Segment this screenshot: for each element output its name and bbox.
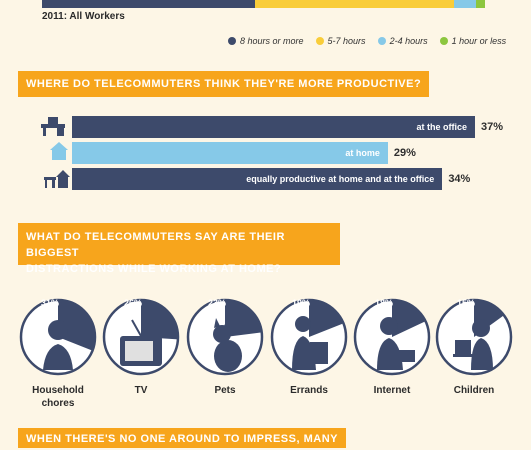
- legend: 8 hours or more 5-7 hours 2-4 hours 1 ho…: [228, 36, 506, 46]
- legend-label: 1 hour or less: [451, 36, 507, 46]
- distraction-label-3: Errands: [290, 385, 328, 396]
- legend-item-1-hour: 1 hour or less: [439, 36, 507, 46]
- household-chores-icon: [43, 320, 75, 370]
- distraction-item-3: Errands: [270, 298, 348, 397]
- desk-and-house-icon: [44, 169, 70, 194]
- distraction-item-2: Pets: [186, 298, 264, 397]
- pie-chart: [270, 298, 348, 376]
- pets-icon: [213, 318, 242, 372]
- distractions-title-line2: DISTRACTIONS WHILE WORKING AT HOME?: [26, 263, 282, 275]
- distraction-label-1: TV: [134, 385, 148, 396]
- distraction-label-4: Internet: [373, 385, 411, 396]
- distraction-value-label-1: 26%: [124, 298, 143, 308]
- house-icon: [49, 141, 69, 166]
- distraction-value-label-2: 23%: [208, 298, 227, 308]
- pie-chart: [435, 298, 513, 376]
- distraction-value-label-0: 31%: [41, 298, 60, 308]
- errands-icon: [292, 316, 328, 370]
- distraction-value-label-5: 15%: [457, 298, 476, 308]
- pie-chart: [353, 298, 431, 376]
- desk-icon: [40, 117, 66, 142]
- top-stacked-bar: [42, 0, 485, 8]
- internet-icon: [377, 317, 415, 370]
- section-productive-banner: WHERE DO TELECOMMUTERS THINK THEY'RE MOR…: [18, 71, 430, 97]
- distraction-value-label-3: 19%: [292, 298, 311, 308]
- productivity-bar-1: at home: [72, 142, 388, 164]
- top-chart-caption: 2011: All Workers: [42, 11, 125, 22]
- section-impress-banner: WHEN THERE'S NO ONE AROUND TO IMPRESS, M…: [18, 428, 346, 448]
- pie-chart: [102, 298, 180, 376]
- pie-slice-3: [309, 300, 344, 337]
- legend-dot: [315, 37, 324, 45]
- pie-slice-2: [225, 300, 262, 337]
- pie-slice-0: [58, 300, 95, 351]
- section-distractions-banner: WHAT DO TELECOMMUTERS SAY ARE THEIR BIGG…: [18, 223, 340, 275]
- distraction-item-1: TV: [102, 298, 180, 397]
- pie-slice-4: [392, 300, 426, 337]
- distraction-value-label-4: 18%: [375, 298, 394, 308]
- productivity-value-label-2: 34%: [448, 173, 471, 185]
- legend-label: 8 hours or more: [240, 36, 304, 46]
- top-bar-segment-2: [453, 0, 477, 8]
- productivity-bar-2: equally productive at home and at the of…: [72, 168, 443, 190]
- legend-item-2-4-hours: 2-4 hours: [377, 36, 428, 46]
- productivity-value-label-0: 37%: [481, 121, 504, 133]
- distraction-label-2: Pets: [214, 385, 236, 396]
- pie-chart: [19, 298, 97, 376]
- legend-item-8-hours: 8 hours or more: [228, 36, 304, 46]
- legend-dot: [228, 37, 236, 45]
- distraction-label-5: Children: [453, 385, 495, 396]
- legend-item-5-7-hours: 5-7 hours: [315, 36, 366, 46]
- top-bar-segment-0: [42, 0, 255, 8]
- distraction-item-0: Household chores: [19, 298, 97, 410]
- distractions-title-line1: WHAT DO TELECOMMUTERS SAY ARE THEIR BIGG…: [26, 231, 285, 259]
- productivity-value-label-1: 29%: [393, 147, 416, 159]
- legend-label: 5-7 hours: [327, 36, 366, 46]
- distraction-item-4: Internet: [353, 298, 431, 397]
- productivity-bar-0: at the office: [72, 116, 475, 138]
- pie-slice-1: [141, 300, 178, 340]
- distraction-item-5: Children: [435, 298, 513, 397]
- top-bar-segment-1: [254, 0, 454, 8]
- distraction-label-0: Household chores: [32, 385, 84, 409]
- top-bar-segment-3: [476, 0, 485, 8]
- legend-dot: [439, 37, 448, 45]
- legend-dot: [377, 37, 386, 45]
- tv-icon: [120, 319, 162, 366]
- pie-chart: [186, 298, 264, 376]
- legend-label: 2-4 hours: [389, 36, 428, 46]
- children-icon: [453, 319, 493, 370]
